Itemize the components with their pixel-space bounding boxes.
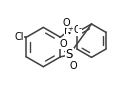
Text: Cl: Cl bbox=[14, 32, 24, 42]
Text: O: O bbox=[74, 25, 81, 35]
Text: O: O bbox=[69, 61, 77, 71]
Text: S: S bbox=[65, 48, 73, 61]
Text: O: O bbox=[60, 39, 68, 49]
Text: N: N bbox=[64, 26, 71, 36]
Text: +: + bbox=[67, 26, 73, 32]
Text: O: O bbox=[63, 18, 70, 28]
Text: -: - bbox=[78, 24, 82, 33]
